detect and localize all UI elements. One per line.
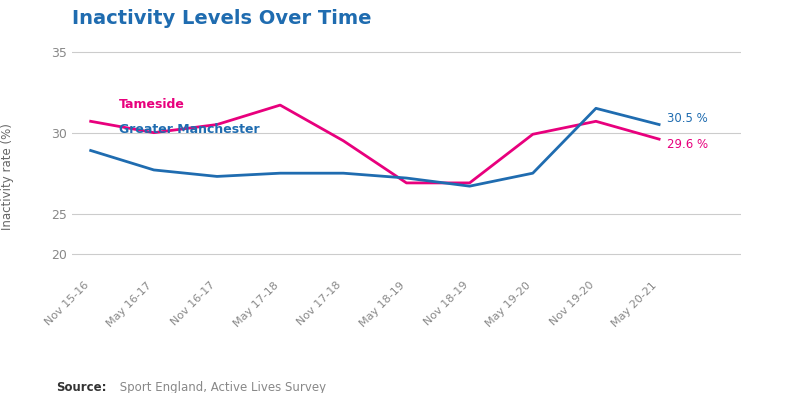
Text: Source:: Source: bbox=[56, 381, 106, 393]
Text: Tameside: Tameside bbox=[119, 98, 185, 111]
Text: Greater Manchester: Greater Manchester bbox=[119, 123, 260, 136]
Text: Sport England, Active Lives Survey: Sport England, Active Lives Survey bbox=[116, 381, 326, 393]
Text: Inactivity rate (%): Inactivity rate (%) bbox=[2, 123, 14, 230]
Text: 29.6 %: 29.6 % bbox=[666, 138, 708, 151]
Text: Inactivity Levels Over Time: Inactivity Levels Over Time bbox=[72, 9, 371, 28]
Text: 30.5 %: 30.5 % bbox=[666, 112, 708, 125]
